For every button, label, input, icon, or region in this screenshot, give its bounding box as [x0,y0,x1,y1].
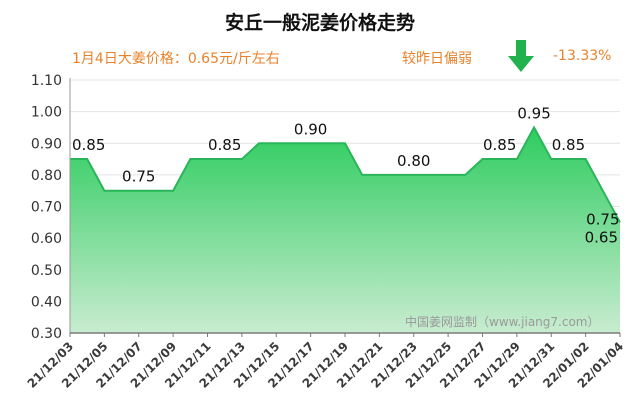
trend-text: 较昨日偏弱 [402,51,472,67]
data-label: 0.85 [208,136,241,154]
arrow-down-icon [508,40,534,72]
latest-price-text: 1月4日大姜价格：0.65元/斤左右 [72,51,280,67]
watermark: 中国姜网监制（www.jiang7.com） [405,315,600,329]
data-label: 0.75 [586,211,619,229]
data-label: 0.85 [483,136,516,154]
price-line [70,125,621,223]
change-percent: -13.33% [553,48,612,64]
data-label: 0.65 [585,228,618,246]
y-tick-label: 0.70 [31,200,62,216]
data-label: 0.85 [72,136,105,154]
chart-title: 安丘一般泥姜价格走势 [224,12,415,34]
y-tick-label: 0.30 [31,326,62,342]
data-label: 0.90 [294,120,327,138]
data-label: 0.80 [397,152,430,170]
price-area [70,127,620,333]
y-tick-label: 0.60 [31,231,62,247]
y-tick-label: 1.00 [31,105,62,121]
data-label: 0.85 [552,136,585,154]
y-tick-label: 1.10 [31,73,62,89]
data-label: 0.95 [517,104,550,122]
y-tick-label: 0.40 [31,294,62,310]
y-tick-label: 0.50 [31,263,62,279]
y-tick-label: 0.80 [31,168,62,184]
data-label: 0.75 [122,168,155,186]
y-tick-label: 0.90 [31,136,62,152]
